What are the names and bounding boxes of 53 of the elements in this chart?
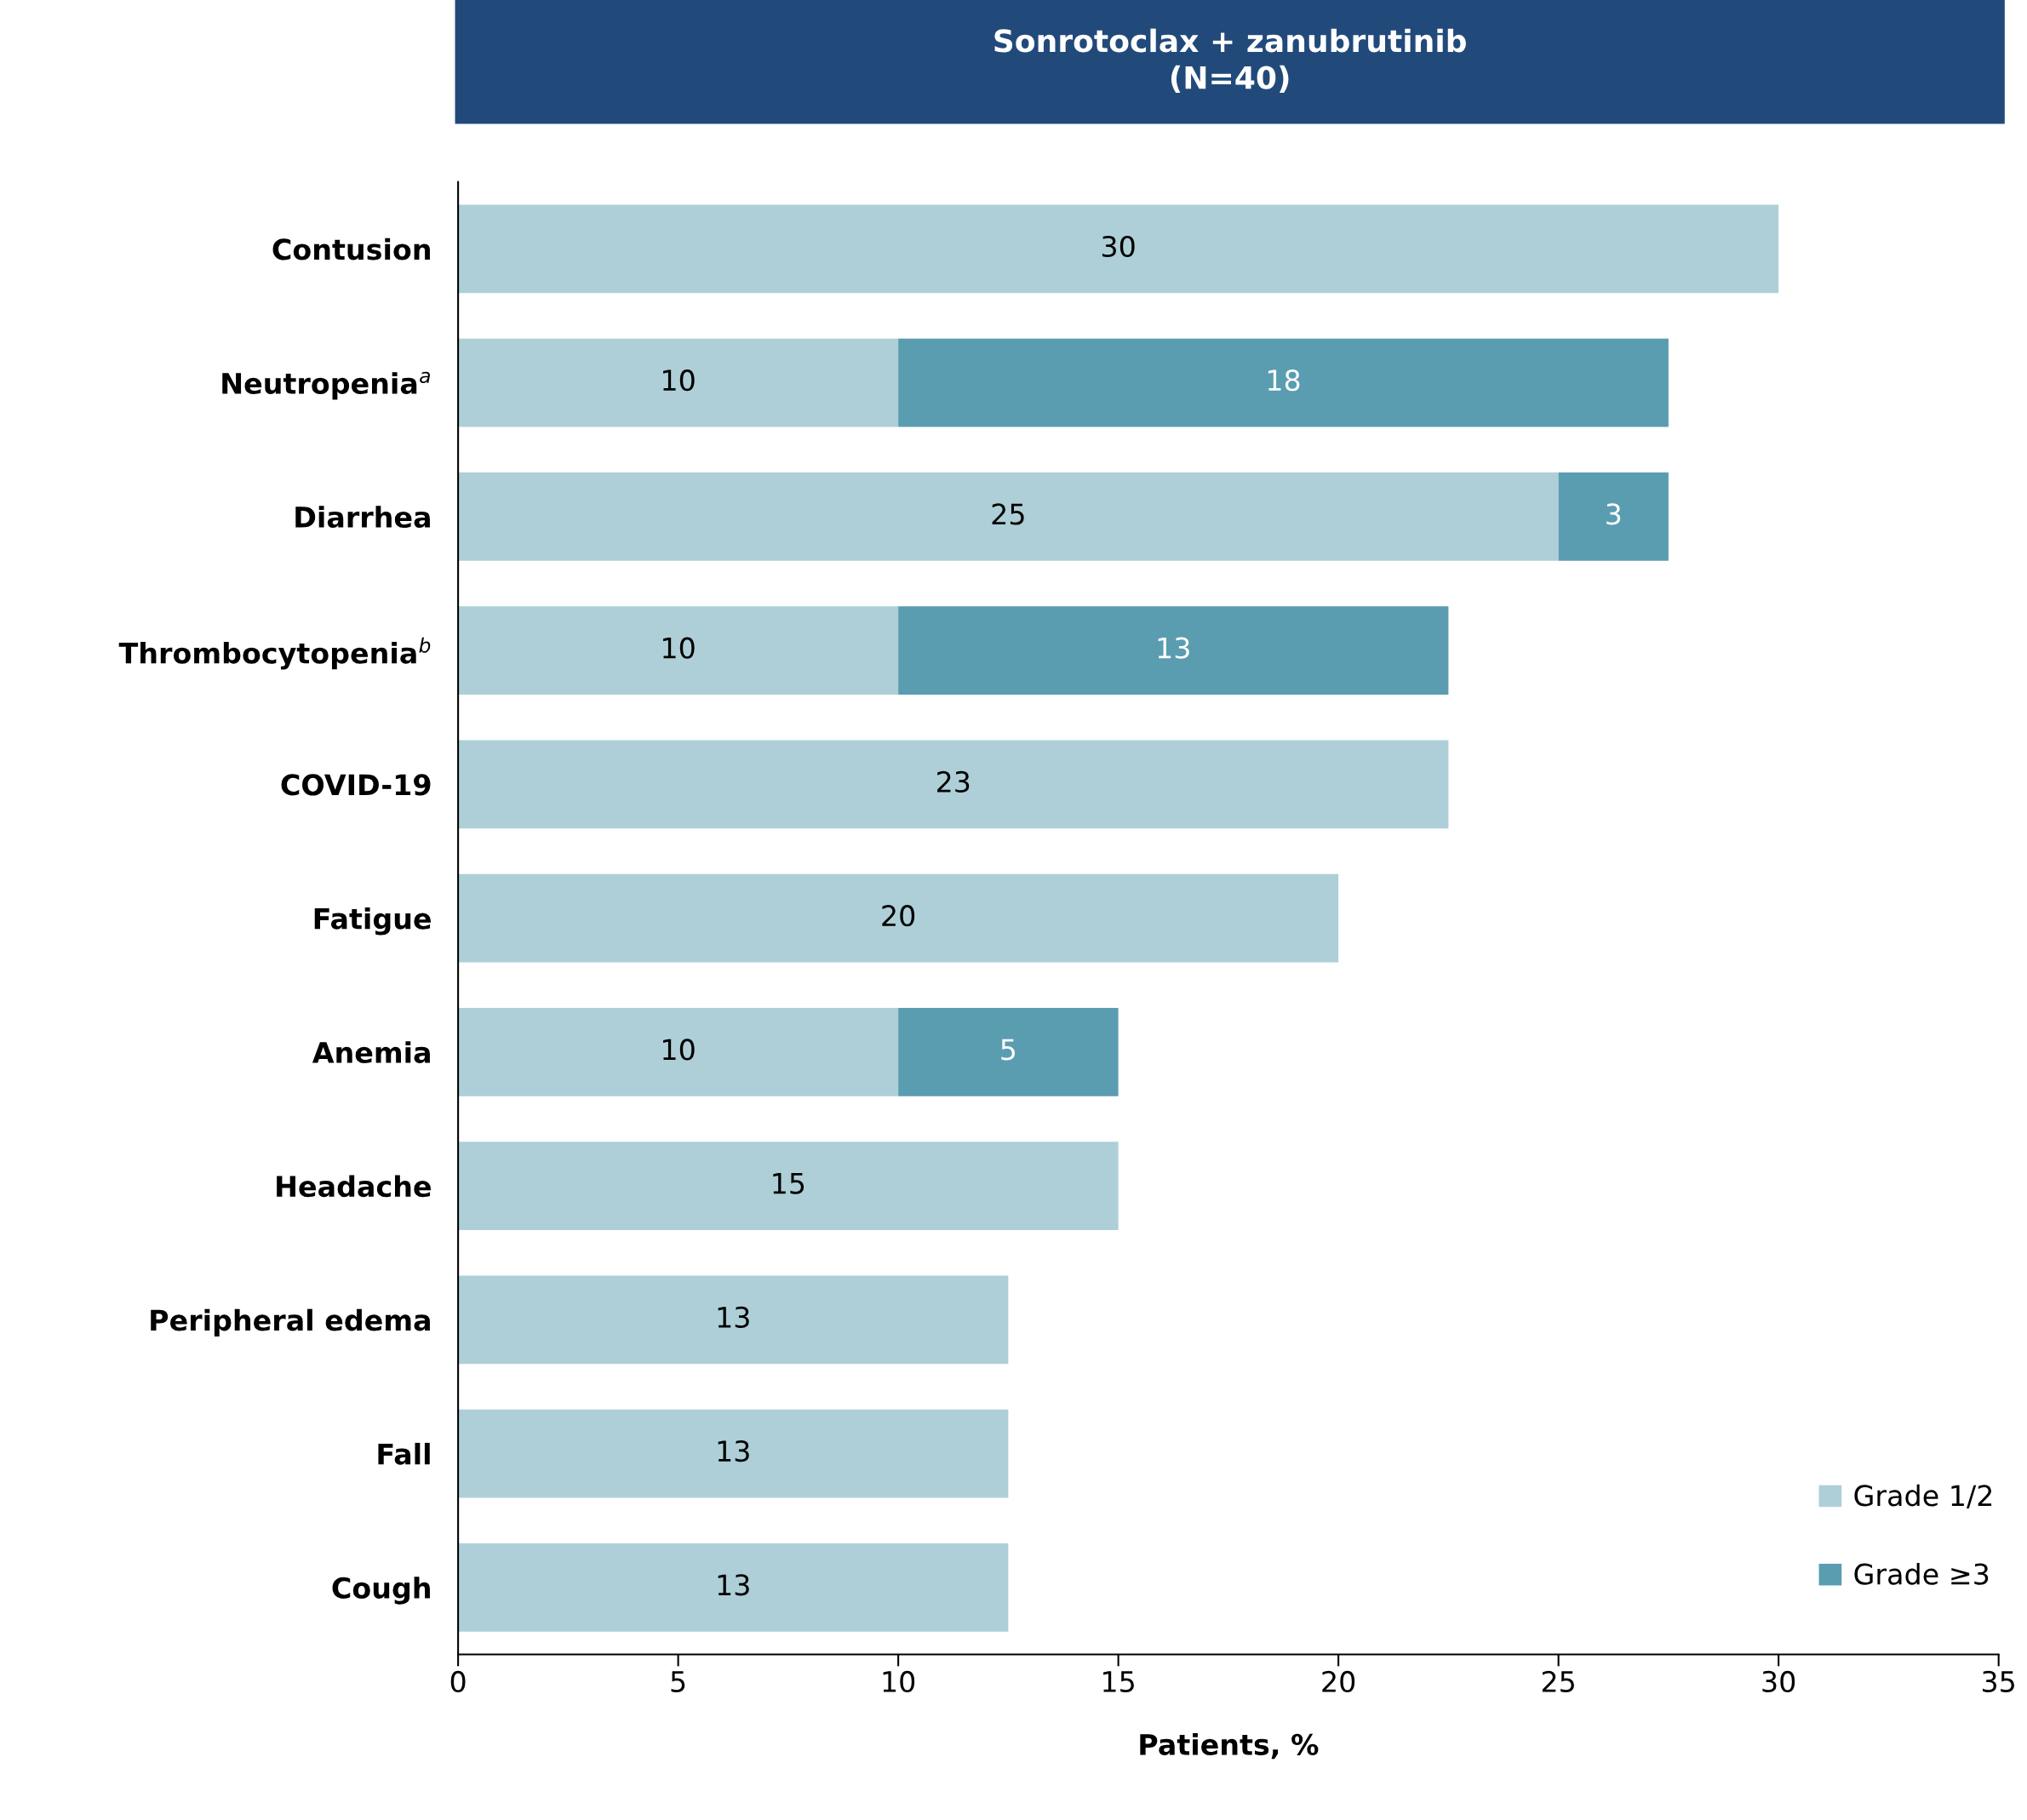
data-label: 20 (882, 905, 915, 927)
x-axis-title: Patients, % (1140, 1733, 1319, 1760)
data-label: 13 (718, 1306, 749, 1329)
y-tick-label: Thrombocytopenia$^{b}$ (118, 637, 431, 670)
x-tick-label: 30 (1762, 1670, 1795, 1692)
x-tick-label: 5 (671, 1671, 685, 1692)
bar (458, 1007, 899, 1096)
y-tick-label: Diarrhea (295, 506, 430, 529)
bar (898, 606, 1449, 695)
bar (458, 606, 899, 695)
chart-title: Sonrotoclax + zanubrutinib (N=40) (994, 28, 1466, 94)
x-tick-label: 20 (1322, 1670, 1355, 1692)
bar (898, 1007, 1119, 1096)
x-tick-label: 0 (450, 1670, 466, 1692)
bar (458, 873, 1339, 963)
x-tick-label: 25 (1542, 1670, 1574, 1692)
data-label: 13 (1158, 637, 1189, 659)
bar (458, 472, 1559, 561)
x-tick-label: 35 (1983, 1670, 2014, 1692)
data-label: 13 (718, 1574, 749, 1596)
y-tick-label: Neutropenia$^{a}$ (222, 371, 430, 400)
bar (458, 1142, 1119, 1230)
legend-label: Grade 1/2 (1854, 1484, 1992, 1509)
y-tick-label: Headache (277, 1175, 431, 1198)
y-tick-label: Cough (332, 1577, 430, 1605)
data-label: 25 (992, 503, 1024, 525)
data-label: 10 (663, 1039, 695, 1061)
bar (458, 338, 899, 427)
data-label: 18 (1268, 369, 1300, 392)
legend-label: Grade ≥3 (1854, 1562, 1989, 1585)
data-label: 10 (663, 369, 695, 392)
y-tick-label: Contusion (272, 238, 430, 260)
data-label: 23 (936, 770, 970, 793)
x-tick-label: 15 (1103, 1671, 1134, 1692)
y-tick-label: Fatigue (314, 907, 431, 936)
data-label: 30 (1102, 235, 1135, 258)
data-label: 10 (663, 637, 695, 659)
bar (458, 1542, 1009, 1632)
data-label: 5 (1001, 1039, 1016, 1061)
x-tick-label: 10 (883, 1670, 915, 1692)
bar (458, 1275, 1009, 1365)
bar (1558, 472, 1669, 561)
data-label: 15 (773, 1173, 805, 1194)
bar (898, 338, 1669, 427)
data-label: 3 (1606, 503, 1621, 525)
bar (458, 1409, 1009, 1498)
y-tick-label: Peripheral edema (151, 1308, 430, 1336)
y-tick-label: Fall (378, 1442, 430, 1465)
bar (458, 204, 1779, 294)
y-tick-label: COVID-19 (281, 774, 431, 796)
bar (458, 740, 1449, 829)
data-label: 13 (718, 1440, 749, 1462)
y-tick-label: Anemia (312, 1041, 430, 1063)
